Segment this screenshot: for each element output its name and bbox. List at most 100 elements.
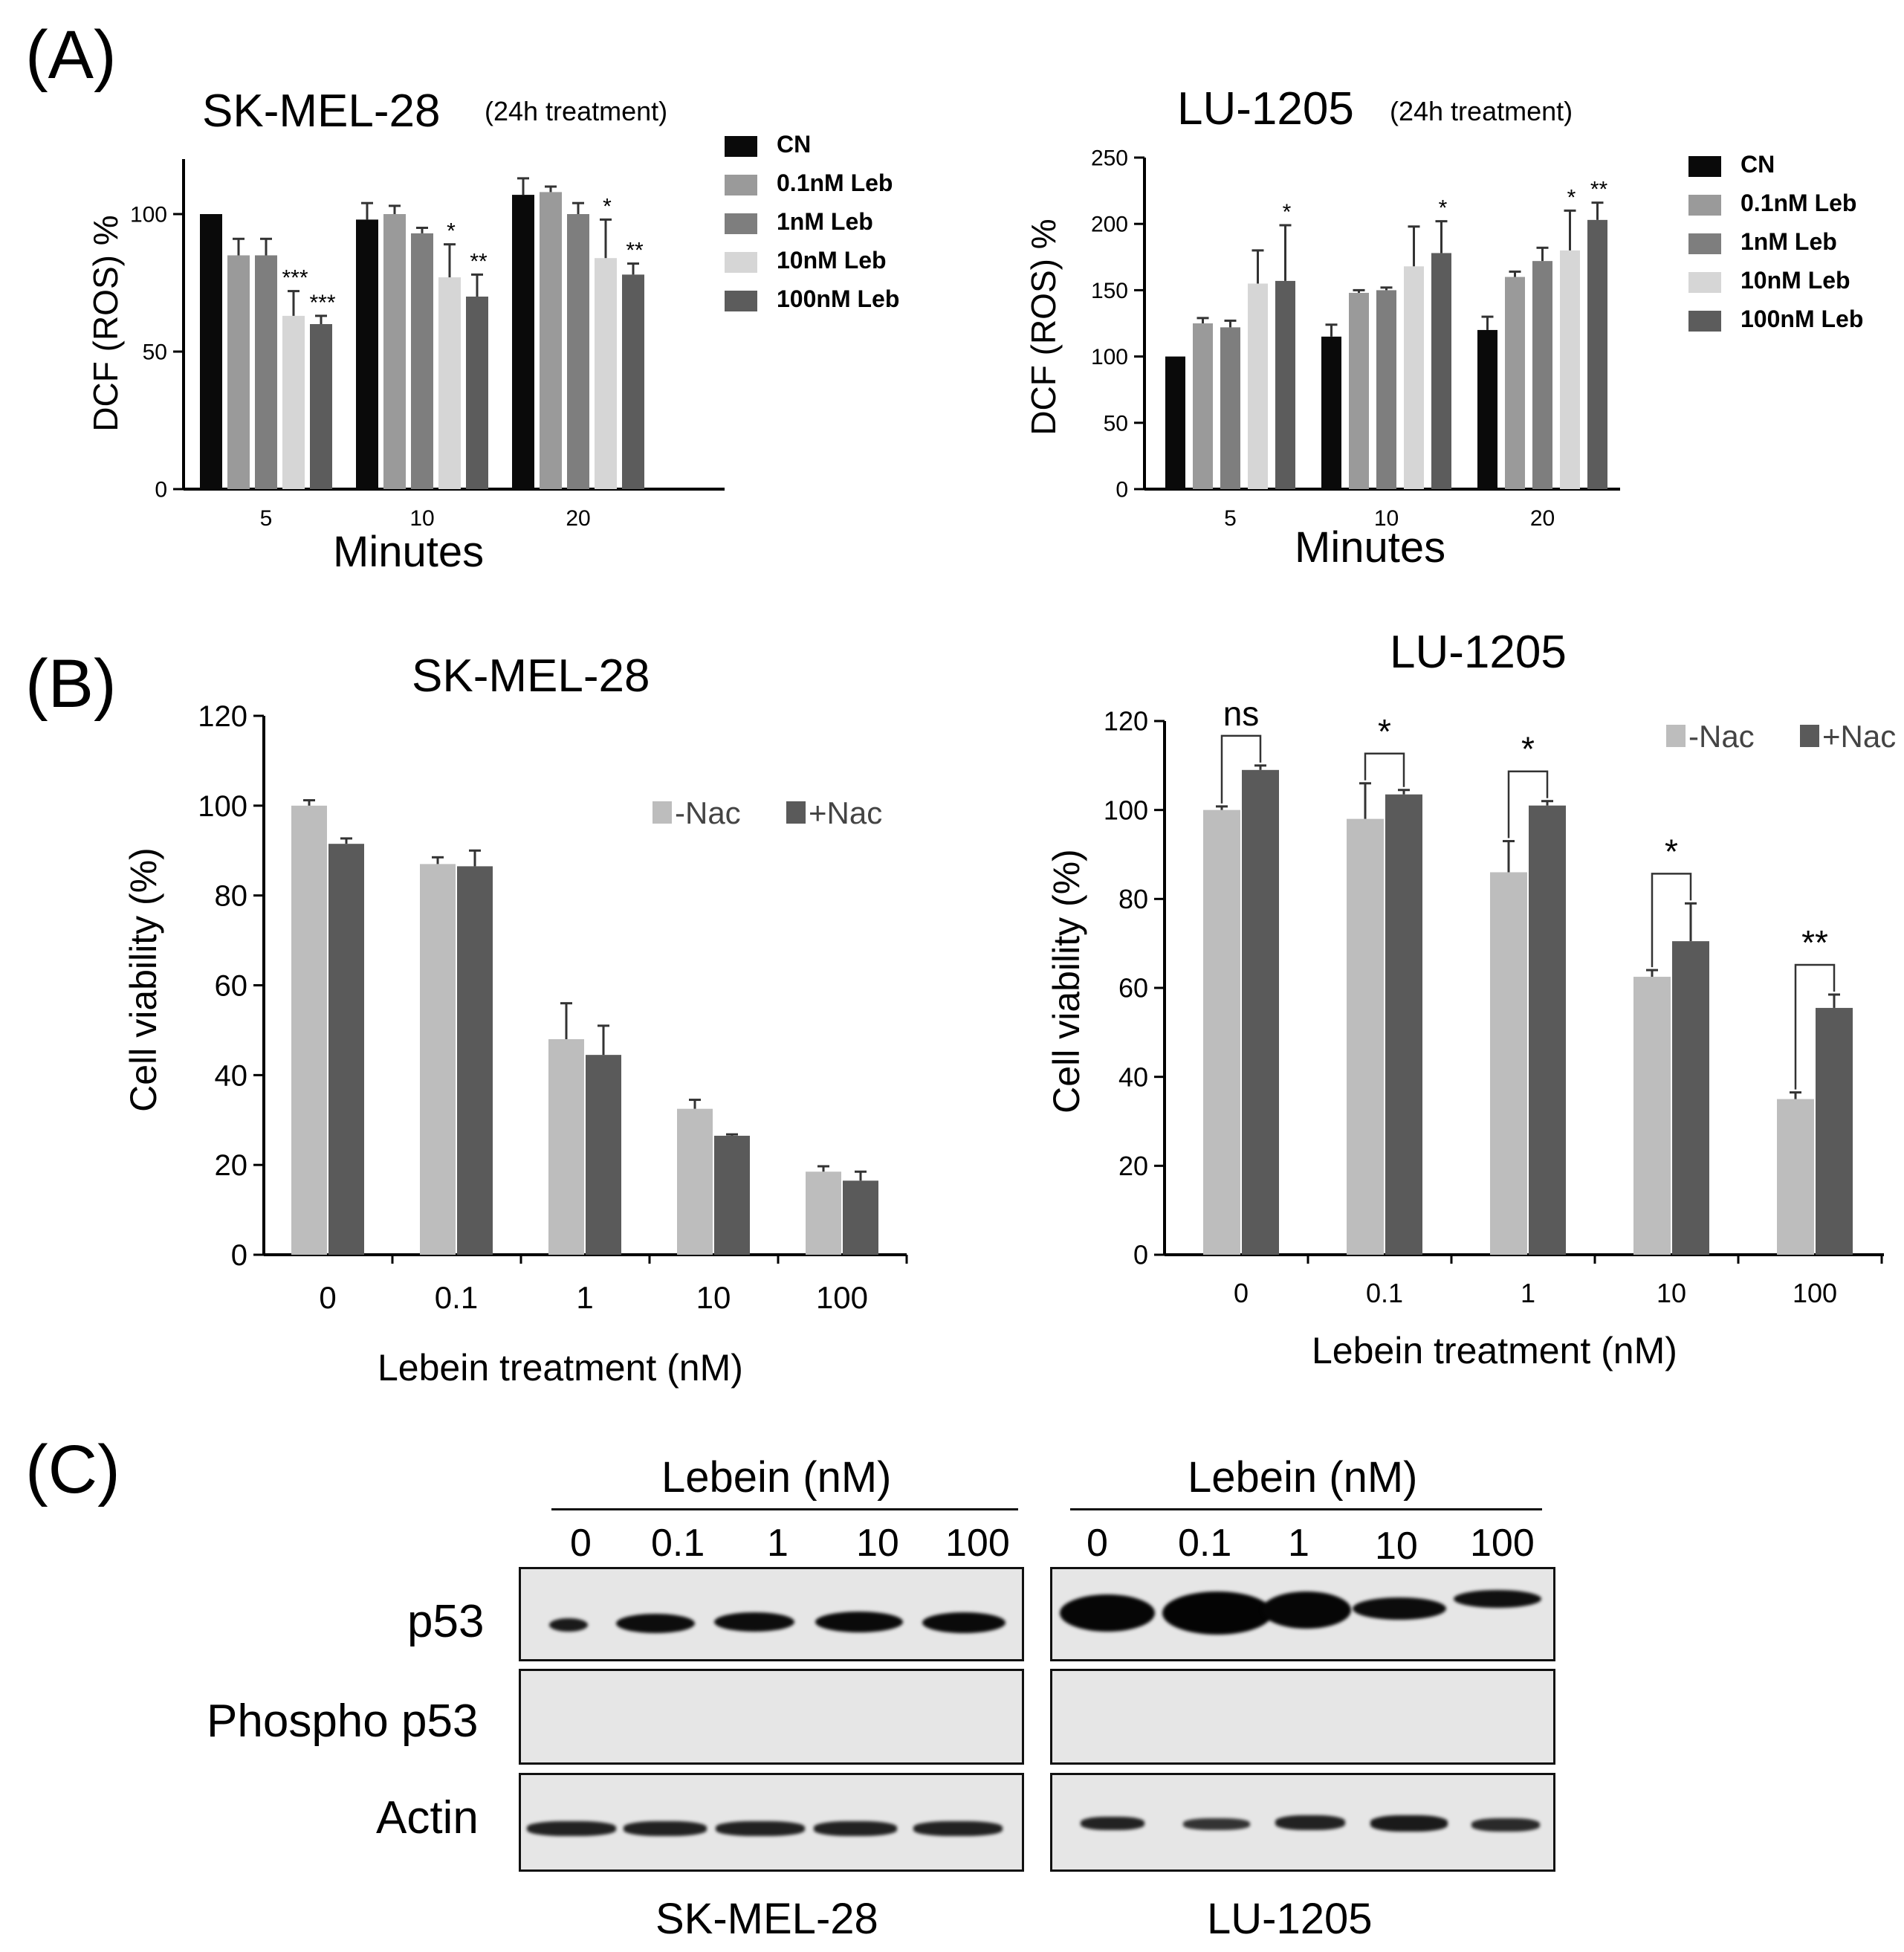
legend-label: 1nM Leb: [777, 208, 873, 235]
bar: [1490, 872, 1527, 1255]
bar: [1672, 941, 1709, 1255]
lebein-label-right: Lebein (nM): [1188, 1453, 1418, 1502]
chart-title: LU-1205: [1177, 83, 1354, 135]
band: [624, 1821, 707, 1836]
bar: [1404, 266, 1424, 489]
dose-label: 0: [570, 1522, 592, 1565]
legend-label: 100nM Leb: [777, 285, 899, 312]
y-tick-label: 0: [1115, 478, 1128, 502]
significance-bracket: [1507, 770, 1549, 838]
y-tick-label: 100: [130, 203, 167, 227]
band: [1162, 1591, 1272, 1635]
significance-label: ns: [1223, 694, 1260, 733]
band: [814, 1821, 897, 1836]
bar: [806, 1171, 841, 1255]
x-axis-label: Minutes: [333, 528, 484, 576]
y-tick-label: 0: [231, 1239, 247, 1272]
x-tick-label: 10: [409, 506, 434, 531]
legend-label: CN: [777, 131, 811, 158]
bar: [200, 214, 222, 489]
legend-swatch: [725, 213, 757, 234]
row-label-phospho-p53: Phospho p53: [207, 1696, 479, 1747]
significance-label: *: [603, 194, 612, 219]
lebein-label-left: Lebein (nM): [661, 1453, 892, 1502]
x-tick-label: 100: [1793, 1278, 1837, 1308]
dose-label: 1: [767, 1522, 789, 1565]
significance-label: **: [1801, 923, 1828, 962]
bar: [1560, 250, 1580, 489]
y-tick-label: 50: [143, 340, 167, 365]
bar: [512, 195, 534, 489]
significance-label: *: [1567, 185, 1576, 210]
bar: [567, 214, 589, 489]
band: [1081, 1817, 1144, 1830]
bar: [714, 1135, 750, 1255]
y-axis-label: Cell viability (%): [1046, 849, 1087, 1114]
y-tick-label: 120: [198, 700, 247, 733]
significance-label: *: [447, 219, 456, 244]
legend-swatch: [725, 136, 757, 157]
x-tick-label: 0.1: [1366, 1278, 1403, 1308]
y-tick-label: 80: [215, 880, 248, 913]
dose-label: 0.1: [651, 1522, 705, 1565]
bar: [1477, 329, 1497, 489]
bar: [356, 219, 378, 489]
bar: [227, 255, 250, 489]
legend-swatch: [1800, 725, 1819, 747]
bar: [1165, 356, 1185, 489]
y-tick-label: 60: [215, 970, 248, 1003]
chart-title: SK-MEL-28: [202, 85, 440, 137]
blot-phospho-p53-lu1205: [1050, 1669, 1555, 1765]
bar: [291, 805, 327, 1255]
x-axis-label: Minutes: [1295, 523, 1445, 572]
band: [1370, 1815, 1448, 1832]
bar: [466, 297, 488, 489]
significance-bracket: [1364, 752, 1405, 787]
bar: [1633, 977, 1671, 1255]
band: [1471, 1818, 1540, 1832]
panel-label-a: (A): [25, 17, 117, 93]
bar: [1431, 253, 1451, 489]
x-tick-label: 0: [1234, 1278, 1249, 1308]
chart-title: LU-1205: [1390, 627, 1567, 678]
bar: [1220, 327, 1240, 489]
bar: [1529, 805, 1566, 1255]
chart-subtitle: (24h treatment): [485, 96, 667, 126]
y-axis-label: DCF (ROS) %: [86, 215, 125, 431]
band: [1353, 1597, 1446, 1620]
band: [714, 1612, 794, 1632]
chart-subtitle: (24h treatment): [1390, 96, 1573, 126]
y-tick-label: 40: [215, 1059, 248, 1092]
band: [716, 1821, 805, 1836]
legend-swatch: [725, 175, 757, 195]
significance-label: *: [1439, 196, 1448, 221]
y-tick-label: 100: [198, 790, 247, 823]
y-tick-label: 150: [1091, 279, 1128, 303]
bar: [1532, 261, 1552, 489]
legend-swatch: [1688, 272, 1721, 293]
significance-bracket: [1651, 873, 1692, 968]
y-axis-label: DCF (ROS) %: [1024, 219, 1063, 435]
legend-label: 0.1nM Leb: [1741, 190, 1856, 216]
bar: [586, 1055, 621, 1255]
bar: [383, 214, 406, 489]
legend-swatch: [653, 801, 672, 824]
legend-label: +Nac: [809, 795, 882, 830]
dose-label: 10: [856, 1522, 899, 1565]
y-tick-label: 200: [1091, 213, 1128, 237]
blot-actin-skmel28: [519, 1773, 1024, 1872]
legend-label: 10nM Leb: [777, 247, 887, 274]
bar: [438, 277, 461, 489]
significance-bracket: [1794, 963, 1836, 1090]
band: [527, 1821, 616, 1836]
x-axis-label: Lebein treatment (nM): [1312, 1330, 1677, 1371]
legend-label: -Nac: [1688, 719, 1755, 754]
dose-label: 100: [945, 1522, 1010, 1565]
significance-label: *: [1378, 712, 1391, 751]
bar: [1203, 809, 1240, 1255]
x-tick-label: 1: [576, 1280, 593, 1315]
band: [1262, 1591, 1351, 1629]
bar: [1587, 219, 1607, 489]
y-tick-label: 120: [1104, 706, 1148, 737]
